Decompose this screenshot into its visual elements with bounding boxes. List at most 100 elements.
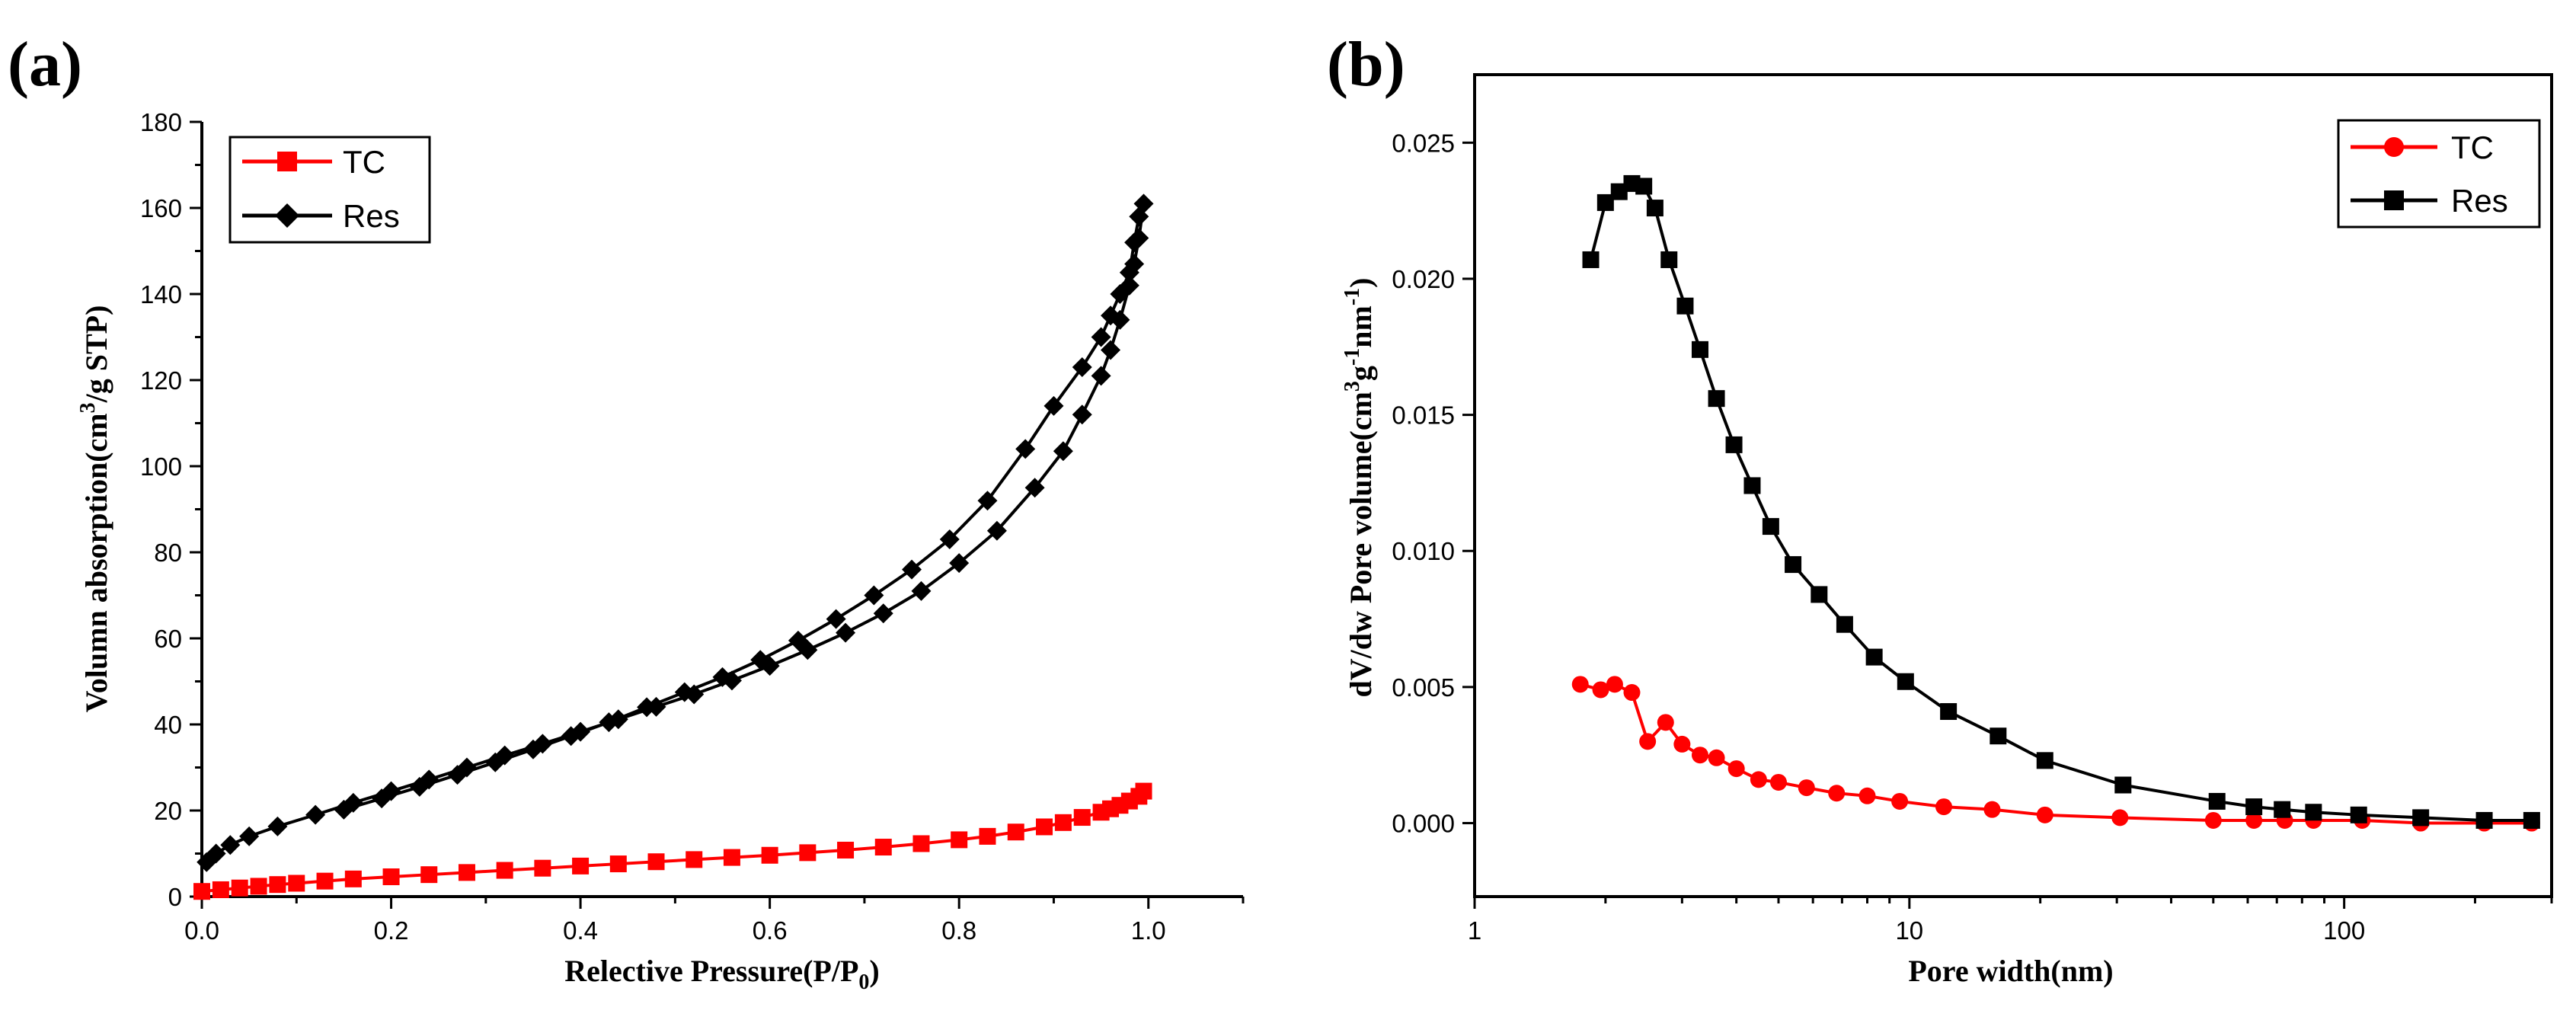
panel-b-point-res xyxy=(2412,809,2430,827)
panel-a-point-tc xyxy=(979,827,996,845)
panel-b-point-res xyxy=(1708,390,1725,408)
panel-a-point-res xyxy=(561,726,581,747)
panel-a-point-res xyxy=(220,835,241,855)
panel-a-point-tc xyxy=(269,876,286,894)
panel-a-legend-marker-res xyxy=(275,203,299,228)
panel-b-point-res xyxy=(2245,798,2263,816)
panel-a-series-tc xyxy=(193,782,1152,900)
panel-a-point-res xyxy=(523,739,543,759)
panel-a-point-res xyxy=(1024,478,1045,498)
panel-b-point-tc xyxy=(1798,779,1815,797)
panel-a-legend-label-res: Res xyxy=(343,198,400,234)
panel-b-x-axis-title: Pore width(nm) xyxy=(1908,954,2113,988)
panel-b-plot-border xyxy=(1473,73,2553,898)
panel-b-point-tc xyxy=(1828,785,1846,802)
panel-a-point-res xyxy=(788,630,808,651)
panel-b-point-res xyxy=(1785,556,1802,574)
panel-b-plot-frame xyxy=(1473,73,2553,898)
panel-b-point-tc xyxy=(1639,733,1657,750)
panel-b-point-res xyxy=(2114,776,2132,794)
panel-a-point-tc xyxy=(874,839,892,856)
panel-b-y-tick-label: 0.015 xyxy=(1392,401,1455,430)
panel-b-point-tc xyxy=(2245,811,2263,829)
panel-b-point-res xyxy=(1646,200,1664,217)
panel-b-y-tick-label: 0.010 xyxy=(1392,537,1455,565)
panel-a-point-res xyxy=(674,682,695,702)
panel-b-point-res xyxy=(1940,703,1958,721)
panel-a-point-tc xyxy=(288,875,305,892)
panel-a-y-tick-label: 120 xyxy=(140,366,182,395)
panel-a-point-tc xyxy=(572,857,590,875)
panel-b-y-axis-title-sup-1: 3 xyxy=(1341,381,1364,392)
panel-a-point-res xyxy=(1072,404,1092,425)
panel-b-y-tick-label: 0.025 xyxy=(1392,129,1455,157)
panel-a-point-tc xyxy=(647,853,665,871)
panel-a-y-tick-label: 180 xyxy=(140,108,182,136)
panel-a-point-tc xyxy=(951,831,968,849)
panel-a-legend-label-tc: TC xyxy=(343,144,385,180)
panel-b-point-tc xyxy=(1606,676,1623,693)
panel-b-x-tick-label: 1 xyxy=(1468,916,1481,945)
panel-a-x-ticks: 0.0 0.2 0.4 0.6 0.8 1.0 xyxy=(184,897,1245,945)
panel-a-point-res xyxy=(334,799,354,820)
panel-b-point-res xyxy=(1811,586,1828,603)
panel-a-point-res xyxy=(750,650,771,670)
panel-a-x-axis-title-sub: 0 xyxy=(858,970,869,994)
panel-a-point-res xyxy=(1091,327,1111,347)
panel-b-point-res xyxy=(2305,804,2322,821)
panel-a-y-tick-label: 80 xyxy=(154,539,182,567)
panel-a-point-res xyxy=(911,580,932,601)
panel-b-point-res xyxy=(1691,341,1708,358)
panel-a-point-tc xyxy=(316,872,334,890)
panel-a-point-tc xyxy=(609,855,627,873)
panel-a-point-tc xyxy=(193,883,210,900)
panel-a-label: (a) xyxy=(8,29,82,100)
panel-a-x-tick-label: 0.4 xyxy=(563,916,598,945)
panel-a-point-tc xyxy=(496,862,513,879)
panel-a-point-res xyxy=(826,609,846,629)
panel-a-point-res xyxy=(267,816,288,836)
panel-a-legend-marker-tc xyxy=(277,152,297,171)
panel-b-point-tc xyxy=(1983,801,2001,818)
panel-a-point-res xyxy=(447,765,468,785)
panel-a-point-res xyxy=(239,826,260,846)
panel-a-point-tc xyxy=(723,849,740,866)
panel-a-y-tick-label: 140 xyxy=(140,280,182,309)
panel-b-point-res xyxy=(1582,251,1600,268)
panel-b-point-tc xyxy=(1623,684,1641,702)
panel-b-y-axis-title-sup-2: -1 xyxy=(1341,348,1364,366)
panel-a-point-res xyxy=(372,788,392,809)
panel-a-point-tc xyxy=(534,859,551,877)
panel-b-point-res xyxy=(1635,177,1653,195)
panel-a-point-res xyxy=(873,603,893,624)
panel-a-y-tick-label: 60 xyxy=(154,625,182,653)
panel-b-point-tc xyxy=(1691,747,1708,764)
panel-b-y-ticks: 0.000 0.005 0.010 0.015 0.020 0.025 xyxy=(1392,129,1475,838)
panel-a-y-tick-label: 40 xyxy=(154,711,182,739)
panel-a-point-res xyxy=(712,667,733,687)
panel-b-x-ticks: 1 10 100 xyxy=(1468,897,2553,945)
panel-a-point-res xyxy=(949,553,970,574)
panel-a-point-tc xyxy=(420,866,438,884)
panel-b-point-res xyxy=(1743,477,1761,494)
panel-b-point-tc xyxy=(1750,771,1767,788)
panel-b-series-tc xyxy=(1571,676,2540,832)
panel-b-y-axis-title: dV/dw Pore volume(cm3g-1nm-1) xyxy=(1341,278,1378,698)
panel-a-x-tick-label: 0.2 xyxy=(374,916,409,945)
panel-b-label: (b) xyxy=(1327,29,1405,100)
panel-b-point-tc xyxy=(2204,811,2222,829)
panel-b-x-tick-label: 100 xyxy=(2323,916,2365,945)
panel-a-point-tc xyxy=(344,870,362,887)
panel-a-point-res xyxy=(1129,206,1149,227)
panel-a-point-res xyxy=(939,529,960,550)
panel-b-point-res xyxy=(2208,792,2226,810)
panel-a-series-res xyxy=(197,193,1154,872)
panel-a-point-tc xyxy=(212,881,229,898)
panel-a-point-res xyxy=(1044,395,1064,416)
panel-a-point-tc xyxy=(1054,814,1072,831)
panel-a-point-tc xyxy=(250,878,267,895)
panel-b-point-tc xyxy=(1769,773,1787,791)
panel-a-point-res xyxy=(637,697,657,718)
